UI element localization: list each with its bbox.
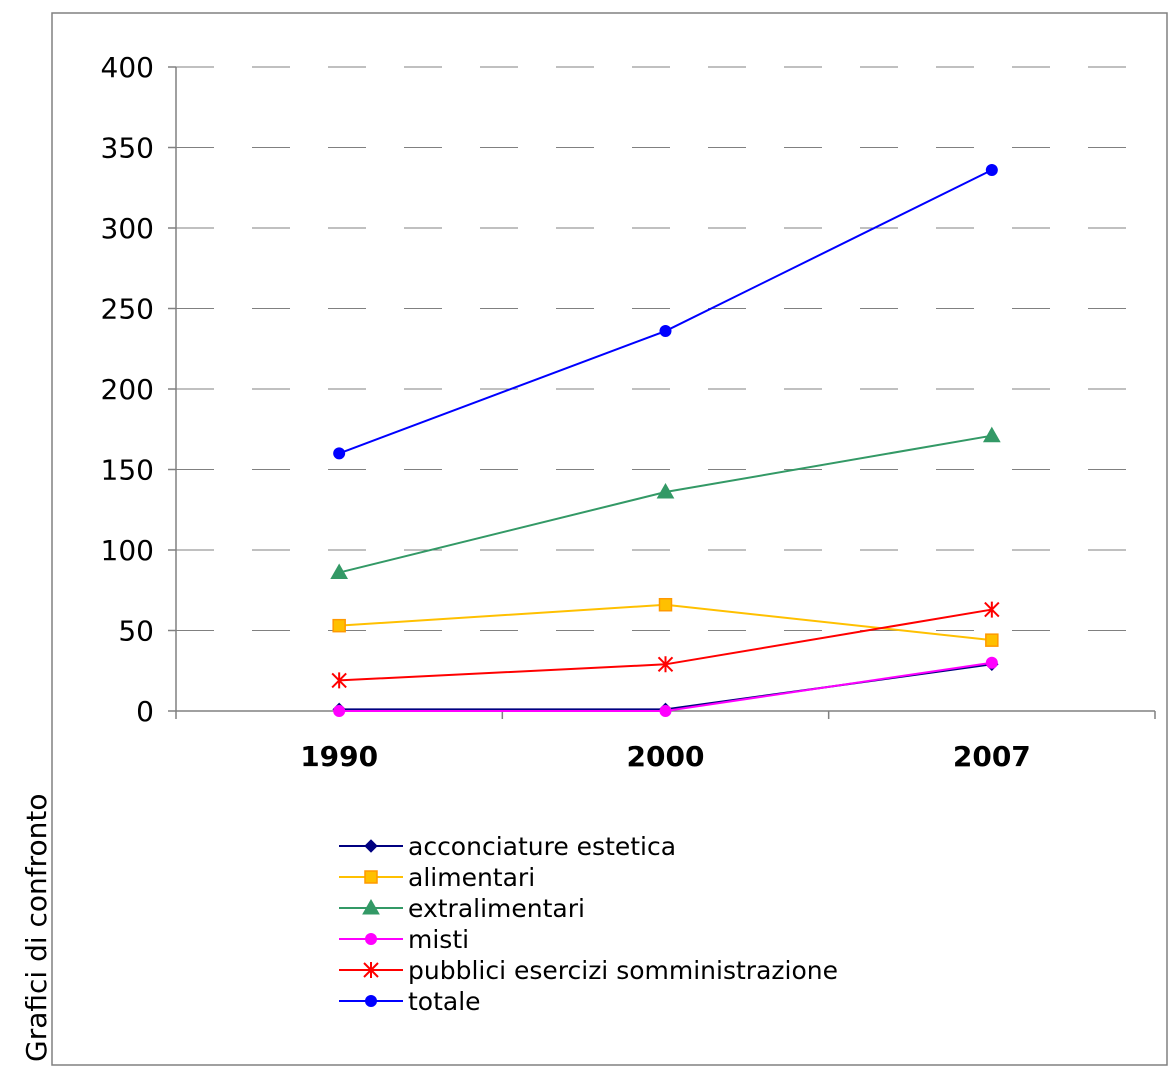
y-tick-label: 150: [101, 454, 154, 487]
data-point: [331, 672, 347, 689]
x-axis-ticks: 1990 2000 2007: [175, 711, 1156, 773]
legend-marker: [365, 933, 377, 945]
legend-label: acconciature estetica: [408, 832, 676, 861]
legend-item: misti: [339, 925, 469, 954]
legend-marker: [362, 898, 380, 915]
series-3: [333, 656, 998, 717]
series-group: [330, 164, 1001, 717]
legend-item: alimentari: [339, 863, 535, 892]
legend-label: extralimentari: [408, 894, 585, 923]
legend: acconciature esteticaalimentariextralime…: [339, 832, 838, 1016]
gridlines: [176, 66, 1155, 631]
legend-item: totale: [339, 987, 481, 1016]
series-2: [330, 426, 1001, 580]
y-tick-label: 350: [101, 132, 154, 165]
series-5: [333, 164, 998, 460]
data-point: [984, 601, 1000, 618]
legend-label: misti: [408, 925, 469, 954]
data-point: [658, 597, 673, 612]
x-category-label: 1990: [300, 740, 378, 773]
legend-marker: [364, 839, 378, 853]
chart-area-border: [51, 12, 1168, 1066]
legend-marker: [363, 962, 379, 978]
data-point: [333, 705, 346, 717]
series-4: [331, 601, 1000, 689]
legend-label: totale: [408, 987, 481, 1016]
legend-label: alimentari: [408, 863, 535, 892]
y-tick-label: 250: [101, 293, 154, 326]
data-point: [659, 325, 672, 338]
y-axis-ticks: 0 50 100 150 200 250 300 350 400: [101, 51, 176, 728]
data-point: [656, 483, 675, 499]
data-point: [982, 426, 1001, 443]
legend-marker: [364, 870, 378, 884]
y-tick-label: 100: [101, 534, 154, 567]
legend-item: extralimentari: [339, 894, 585, 923]
side-title: Grafici di confronto: [20, 793, 53, 1062]
legend-item: pubblici esercizi somministrazione: [339, 956, 838, 985]
x-category-label: 2007: [953, 740, 1031, 773]
data-point: [332, 618, 346, 633]
y-tick-label: 300: [101, 212, 154, 245]
y-tick-label: 400: [101, 51, 154, 84]
data-point: [330, 563, 349, 580]
legend-label: pubblici esercizi somministrazione: [408, 956, 838, 985]
legend-item: acconciature estetica: [339, 832, 676, 861]
data-point: [985, 164, 998, 177]
data-point: [985, 656, 998, 669]
y-tick-label: 200: [101, 373, 154, 406]
y-tick-label: 50: [118, 615, 154, 648]
data-point: [659, 705, 672, 717]
legend-marker: [365, 995, 377, 1007]
data-point: [657, 656, 674, 673]
data-point: [333, 447, 346, 460]
data-point: [985, 633, 999, 647]
y-tick-label: 0: [136, 695, 154, 728]
x-category-label: 2000: [627, 740, 705, 773]
